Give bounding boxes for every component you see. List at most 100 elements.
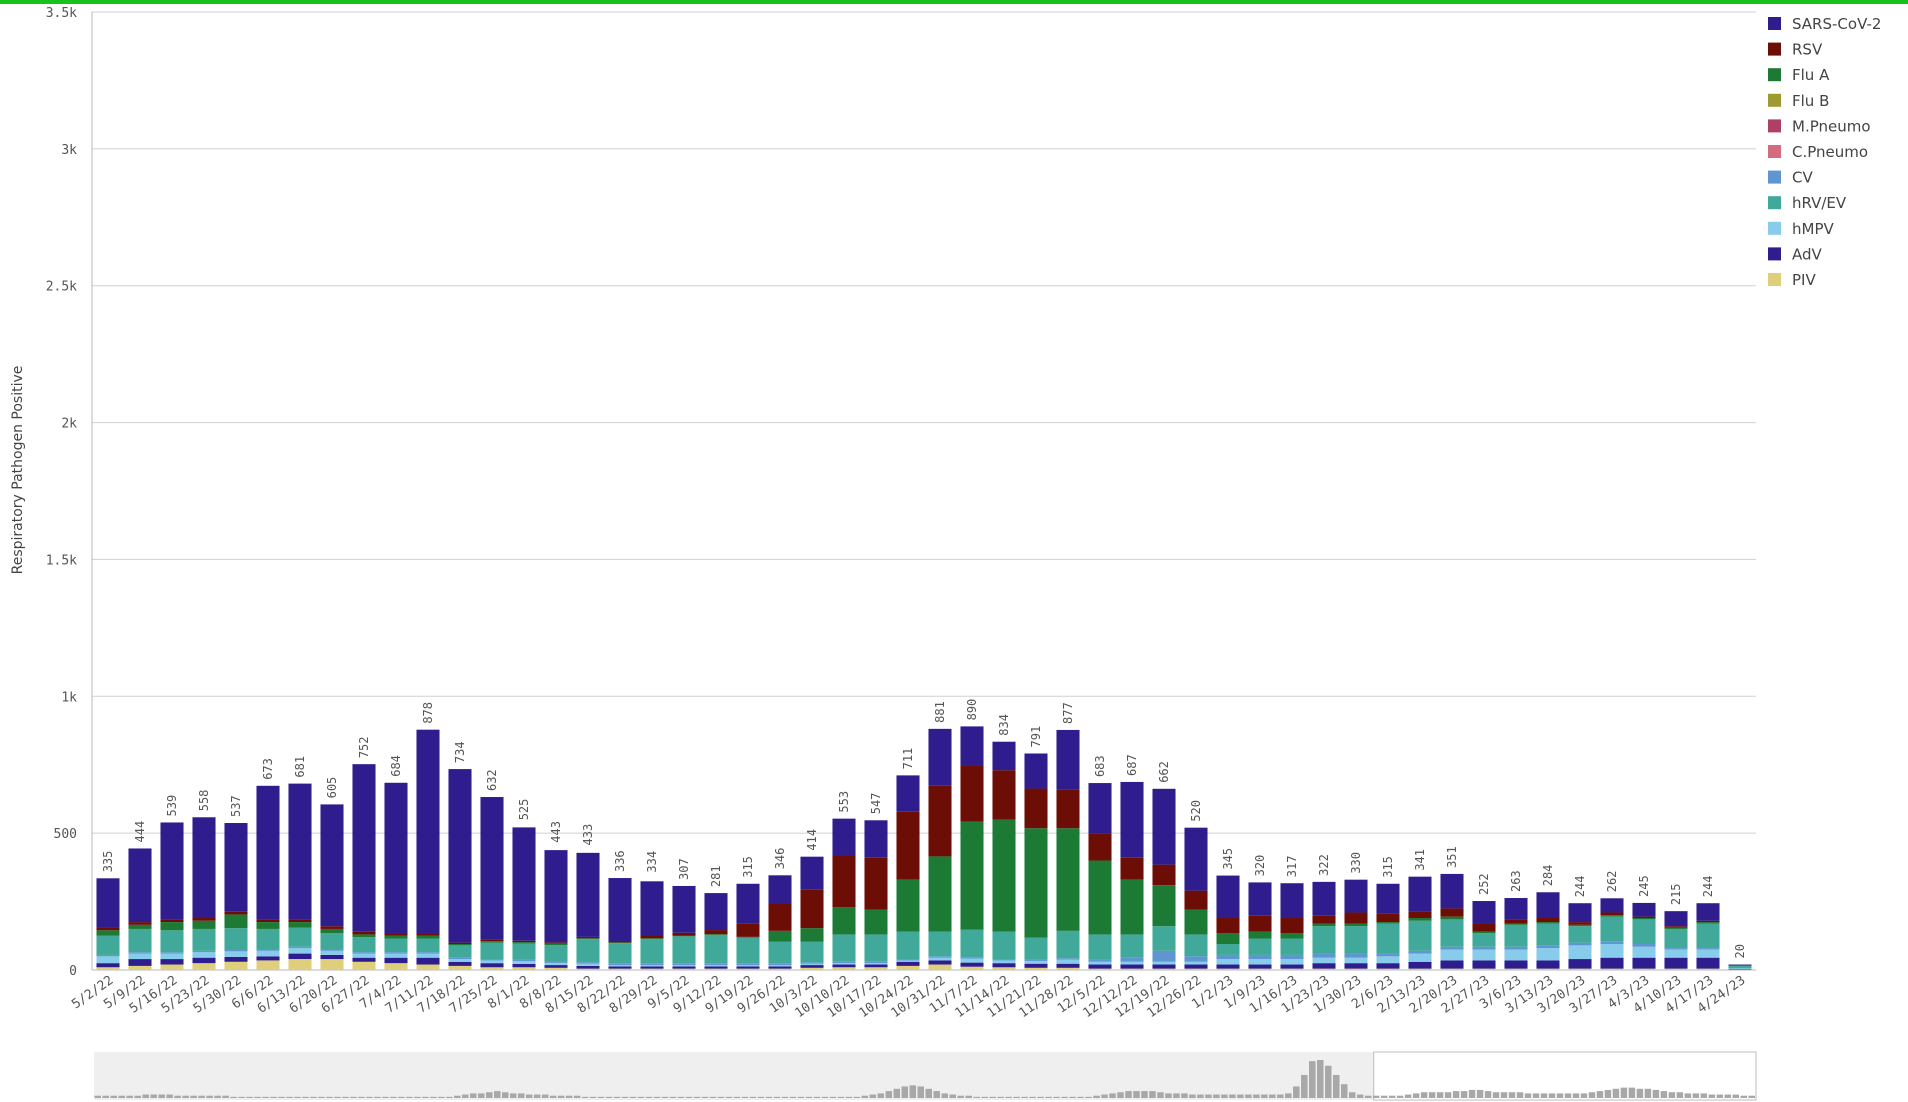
bar-segment-sars-cov-2[interactable] [224,823,248,912]
bar-12/5/22[interactable] [1088,783,1112,970]
bar-segment-adv[interactable] [512,963,536,968]
bar-segment-hrv-ev[interactable] [1568,926,1592,943]
bar-segment-hrv-ev[interactable] [672,936,696,964]
bar-segment-rsv[interactable] [1312,915,1336,924]
bar-segment-flu-a[interactable] [704,934,728,935]
bar-segment-flu-a[interactable] [1344,923,1368,927]
bar-segment-flu-a[interactable] [1408,917,1432,921]
bar-segment-hrv-ev[interactable] [544,945,568,962]
bar-11/14/22[interactable] [992,741,1016,970]
bar-segment-hmpv[interactable] [1024,960,1048,964]
bar-segment-flu-a[interactable] [1472,931,1496,934]
bar-segment-hrv-ev[interactable] [1280,938,1304,955]
bar-segment-hrv-ev[interactable] [320,933,344,950]
bar-segment-adv[interactable] [416,957,440,965]
bar-10/31/22[interactable] [928,728,952,970]
bar-segment-flu-a[interactable] [1632,917,1656,920]
bar-segment-hmpv[interactable] [128,953,152,960]
bar-segment-adv[interactable] [1248,964,1272,969]
bar-segment-hmpv[interactable] [1312,957,1336,964]
bar-segment-hrv-ev[interactable] [768,941,792,964]
bar-segment-hmpv[interactable] [1536,948,1560,961]
bar-segment-hmpv[interactable] [736,965,760,967]
bar-segment-adv[interactable] [1600,957,1624,969]
bar-segment-adv[interactable] [320,954,344,960]
bar-segment-sars-cov-2[interactable] [832,818,856,856]
bar-segment-piv[interactable] [288,959,312,970]
bar-segment-sars-cov-2[interactable] [768,875,792,904]
bar-segment-piv[interactable] [1216,968,1240,970]
bar-segment-adv[interactable] [1216,964,1240,969]
bar-segment-sars-cov-2[interactable] [736,883,760,924]
bar-segment-hrv-ev[interactable] [1376,923,1400,954]
bar-segment-rsv[interactable] [672,932,696,936]
bar-segment-sars-cov-2[interactable] [1024,753,1048,789]
bar-segment-sars-cov-2[interactable] [1504,898,1528,920]
bar-10/10/22[interactable] [832,818,856,970]
bar-segment-hmpv[interactable] [384,953,408,958]
bar-segment-cv[interactable] [768,963,792,966]
bar-segment-cv[interactable] [608,963,632,966]
bar-segment-cv[interactable] [960,957,984,959]
bar-segment-piv[interactable] [416,964,440,970]
bar-7/25/22[interactable] [480,797,504,970]
bar-segment-rsv[interactable] [1216,917,1240,934]
bar-segment-piv[interactable] [1440,968,1464,970]
bar-segment-piv[interactable] [1408,968,1432,970]
bar-segment-rsv[interactable] [1120,857,1144,880]
bar-segment-rsv[interactable] [608,940,632,943]
bar-segment-rsv[interactable] [384,933,408,936]
bar-segment-piv[interactable] [1312,968,1336,970]
bar-segment-rsv[interactable] [800,889,824,929]
legend[interactable]: SARS-CoV-2 RSV Flu A Flu B M.Pneumo C.Pneumo C… [1768,15,1881,289]
bar-segment-adv[interactable] [928,960,952,965]
bar-segment-flu-a[interactable] [640,938,664,940]
legend-item[interactable]: C.Pneumo [1768,143,1868,161]
bar-segment-hmpv[interactable] [768,965,792,967]
bar-segment-hmpv[interactable] [256,950,280,957]
bar-segment-hrv-ev[interactable] [1088,934,1112,960]
bar-segment-cv[interactable] [1664,948,1688,950]
bar-segment-rsv[interactable] [640,935,664,939]
bar-segment-flu-a[interactable] [512,942,536,944]
bar-segment-adv[interactable] [896,961,920,966]
bar-segment-rsv[interactable] [1280,917,1304,934]
bar-segment-sars-cov-2[interactable] [1472,901,1496,924]
bar-segment-sars-cov-2[interactable] [448,769,472,943]
bar-segment-hrv-ev[interactable] [1120,934,1144,958]
bar-segment-piv[interactable] [1184,968,1208,970]
bar-segment-cv[interactable] [1056,958,1080,960]
bar-segment-flu-a[interactable] [1216,933,1240,944]
bar-10/17/22[interactable] [864,820,888,970]
bar-segment-piv[interactable] [1696,968,1720,970]
bar-segment-hrv-ev[interactable] [1472,933,1496,947]
bar-segment-hmpv[interactable] [1120,961,1144,965]
bar-segment-cv[interactable] [800,962,824,964]
bar-segment-hmpv[interactable] [1568,945,1592,960]
bar-segment-sars-cov-2[interactable] [1248,882,1272,916]
bar-segment-hrv-ev[interactable] [928,931,952,957]
bar-segment-sars-cov-2[interactable] [864,820,888,858]
bar-segment-cv[interactable] [1024,959,1048,961]
bar-segment-flu-a[interactable] [1440,916,1464,920]
bar-segment-cv[interactable] [1216,954,1240,960]
bar-6/20/22[interactable] [320,804,344,970]
bar-segment-flu-a[interactable] [448,943,472,946]
bar-segment-sars-cov-2[interactable] [992,741,1016,771]
bar-segment-flu-a[interactable] [544,943,568,946]
bar-segment-sars-cov-2[interactable] [384,782,408,934]
bar-segment-rsv[interactable] [96,927,120,931]
bar-11/21/22[interactable] [1024,753,1048,970]
legend-item[interactable]: PIV [1768,271,1816,289]
bar-segment-cv[interactable] [480,959,504,961]
bar-segment-sars-cov-2[interactable] [544,850,568,943]
bar-segment-hmpv[interactable] [480,960,504,964]
bar-segment-adv[interactable] [960,962,984,967]
bar-segment-rsv[interactable] [1344,912,1368,924]
bar-segment-cv[interactable] [576,962,600,964]
bar-segment-rsv[interactable] [512,940,536,943]
bar-segment-hrv-ev[interactable] [1152,926,1176,951]
bar-segment-adv[interactable] [1664,957,1688,969]
bar-segment-flu-a[interactable] [672,935,696,937]
bar-segment-piv[interactable] [1568,968,1592,970]
